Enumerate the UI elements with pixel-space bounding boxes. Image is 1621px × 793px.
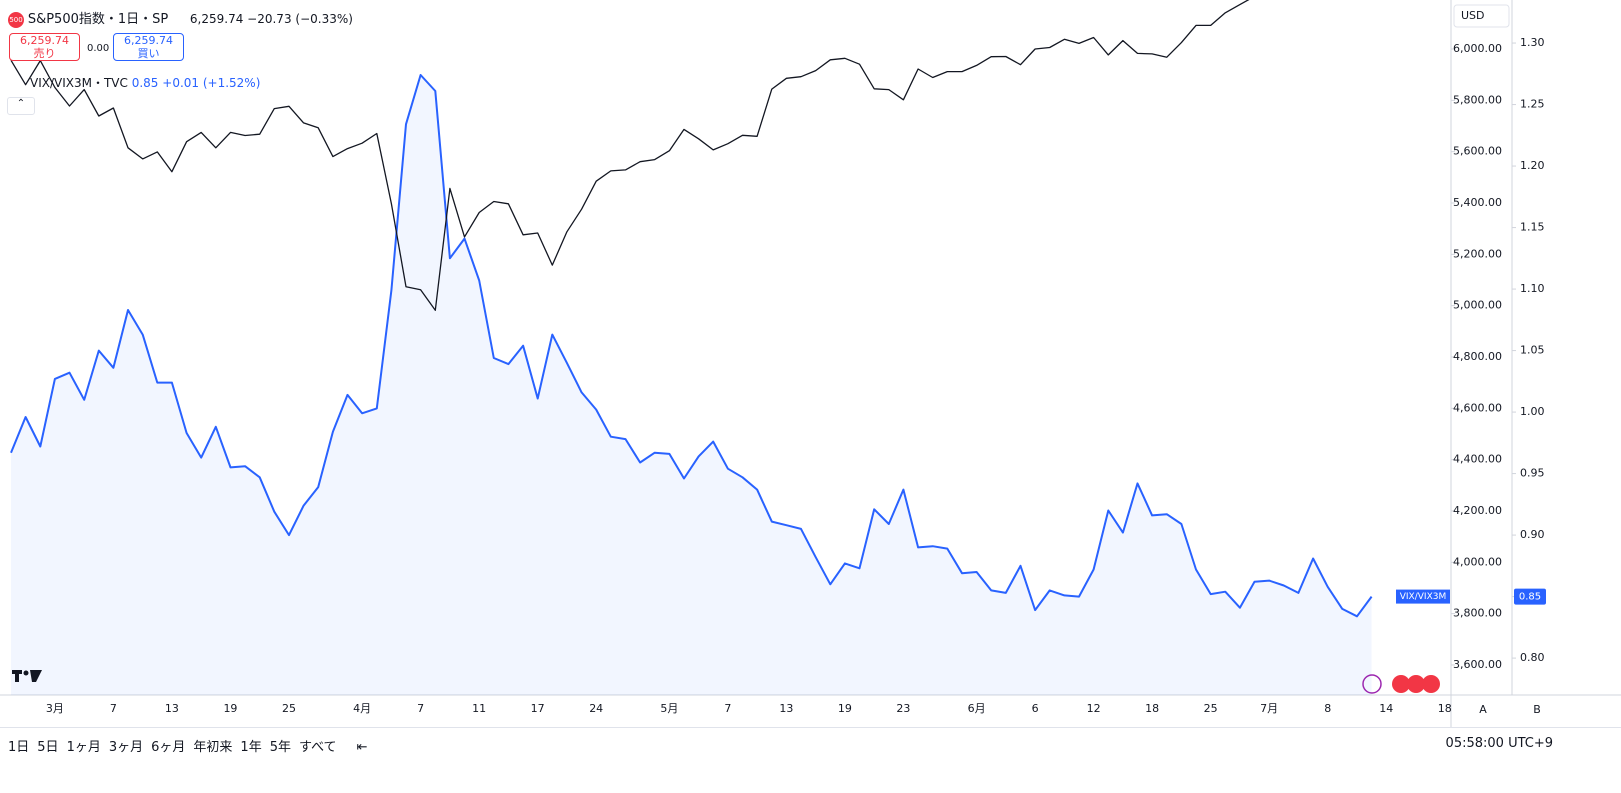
x-tick-label: 6月 xyxy=(968,702,986,715)
x-tick-label: 11 xyxy=(472,702,486,715)
series-line xyxy=(10,74,1373,618)
buy-price: 6,259.74 xyxy=(124,34,173,47)
scale-button[interactable]: A xyxy=(1479,703,1487,716)
change: +0.01 (+1.52%) xyxy=(162,76,261,90)
range-button[interactable]: 3ヶ月 xyxy=(108,740,144,755)
x-tick-label: 8 xyxy=(1324,702,1331,715)
x-tick-label: 14 xyxy=(1379,702,1393,715)
symbol-badge: 500 xyxy=(8,11,24,28)
event-icon[interactable] xyxy=(1407,675,1425,693)
y2-tick-label: 1.00 xyxy=(1520,405,1545,418)
event-icon[interactable] xyxy=(1392,675,1410,693)
sell-button[interactable]: 6,259.74 売り xyxy=(9,33,80,61)
x-tick-label: 5月 xyxy=(660,702,678,715)
y-tick-label: 5,800.00 xyxy=(1453,93,1502,106)
tv-logo xyxy=(12,670,42,682)
x-tick-label: 24 xyxy=(589,702,603,715)
x-tick-label: 18 xyxy=(1145,702,1159,715)
x-tick-label: 4月 xyxy=(353,702,371,715)
x-tick-label: 7 xyxy=(724,702,731,715)
collapse-button[interactable]: ⌃ xyxy=(7,97,35,115)
x-tick-label: 25 xyxy=(1204,702,1218,715)
y2-tick-label: 1.30 xyxy=(1520,36,1545,49)
chart: 3,600.00 3,800.00 4,000.00 4,200.00 4,400.00… xyxy=(0,0,1621,727)
legend-main: 500 S&P500指数・1日・SP 6,259.74 −20.73 (−0.3… xyxy=(8,8,353,28)
y-tick-label: 5,400.00 xyxy=(1453,196,1502,209)
y2-tick-label: 0.95 xyxy=(1520,467,1545,480)
spread: 0.00 xyxy=(87,43,110,54)
range-button[interactable]: 5日 xyxy=(37,740,59,755)
y-tick-label: 4,200.00 xyxy=(1453,504,1502,517)
x-tick-label: 25 xyxy=(282,702,296,715)
sell-label: 売り xyxy=(33,47,56,60)
event-icon[interactable] xyxy=(1422,675,1440,693)
price: 6,259.74 xyxy=(189,12,244,26)
x-tick-label: 6 xyxy=(1032,702,1039,715)
x-tick-label: 13 xyxy=(165,702,179,715)
y2-tick-label: 1.10 xyxy=(1520,282,1545,295)
y2-tick-label: 0.90 xyxy=(1520,528,1545,541)
range-button[interactable]: すべて xyxy=(298,740,337,755)
y2-tick-label: 0.80 xyxy=(1520,651,1545,664)
source: ・TVC xyxy=(91,76,128,90)
series-badge-label: VIX/VIX3M xyxy=(1400,592,1446,602)
range-button[interactable]: 6ヶ月 xyxy=(151,740,186,755)
x-tick-label: 17 xyxy=(531,702,545,715)
x-tick-label: 12 xyxy=(1087,702,1101,715)
y-tick-label: 5,600.00 xyxy=(1453,145,1502,158)
y-tick-label: 5,000.00 xyxy=(1453,299,1502,312)
goto-date[interactable]: ⇤ xyxy=(356,740,368,755)
buy-label: 買い xyxy=(137,47,160,60)
x-tick-label: 18 xyxy=(1438,702,1452,715)
y-tick-label: 4,600.00 xyxy=(1453,401,1502,414)
range-button[interactable]: 年初来 xyxy=(193,740,233,755)
last-value-badge xyxy=(1514,588,1546,605)
interval: ・1日・SP xyxy=(104,12,169,27)
series-area xyxy=(11,75,1372,695)
clock[interactable]: 05:58:00 UTC+9 xyxy=(1445,736,1553,751)
event-icon[interactable] xyxy=(1362,674,1382,694)
range-button[interactable]: 5年 xyxy=(269,740,291,755)
y-tick-label: 3,800.00 xyxy=(1453,607,1502,620)
buy-button[interactable]: 6,259.74 買い xyxy=(113,33,184,61)
last-value-label: 0.85 xyxy=(1519,592,1541,603)
range-button[interactable]: 1日 xyxy=(8,740,30,755)
currency-select[interactable] xyxy=(1453,4,1510,28)
x-tick-label: 7 xyxy=(110,702,117,715)
toolbar: 1日 5日 1ヶ月 3ヶ月 6ヶ月 年初来 1年 5年 すべて ⇤ 05:58:00 UTC+9 xyxy=(0,727,1621,762)
y-tick-label: 3,600.00 xyxy=(1453,658,1502,671)
symbol-name[interactable]: S&P500指数 xyxy=(27,12,105,27)
series-name[interactable]: VIX/VIX3M xyxy=(30,76,92,90)
y2-tick-label: 1.20 xyxy=(1520,159,1545,172)
currency[interactable]: USD xyxy=(1461,9,1485,22)
y-tick-label: 6,000.00 xyxy=(1453,42,1502,55)
x-tick-label: 7 xyxy=(417,702,424,715)
x-tick-label: 19 xyxy=(223,702,237,715)
x-tick-label: 19 xyxy=(838,702,852,715)
change: −20.73 (−0.33%) xyxy=(247,12,353,26)
x-tick-label: 23 xyxy=(896,702,910,715)
x-tick-label: 3月 xyxy=(46,702,64,715)
x-tick-label: 7月 xyxy=(1260,702,1278,715)
scale-button[interactable]: B xyxy=(1533,703,1541,716)
series-badge xyxy=(1396,589,1450,604)
legend-vix: VIX/VIX3M・TVC 0.85 +0.01 (+1.52%) xyxy=(30,74,260,91)
y-tick-label: 4,400.00 xyxy=(1453,453,1502,466)
value: 0.85 xyxy=(131,76,159,90)
y-tick-label: 4,800.00 xyxy=(1453,350,1502,363)
range-button[interactable]: 1年 xyxy=(240,740,262,755)
sell-price: 6,259.74 xyxy=(20,34,69,47)
series-line xyxy=(10,0,1250,311)
y-tick-label: 5,200.00 xyxy=(1453,247,1502,260)
y2-tick-label: 1.05 xyxy=(1520,344,1545,357)
y2-tick-label: 1.25 xyxy=(1520,98,1545,111)
plot-area xyxy=(10,0,1373,695)
x-tick-label: 13 xyxy=(779,702,793,715)
range-button[interactable]: 1ヶ月 xyxy=(66,740,101,755)
y2-tick-label: 1.15 xyxy=(1520,221,1545,234)
y-tick-label: 4,000.00 xyxy=(1453,555,1502,568)
